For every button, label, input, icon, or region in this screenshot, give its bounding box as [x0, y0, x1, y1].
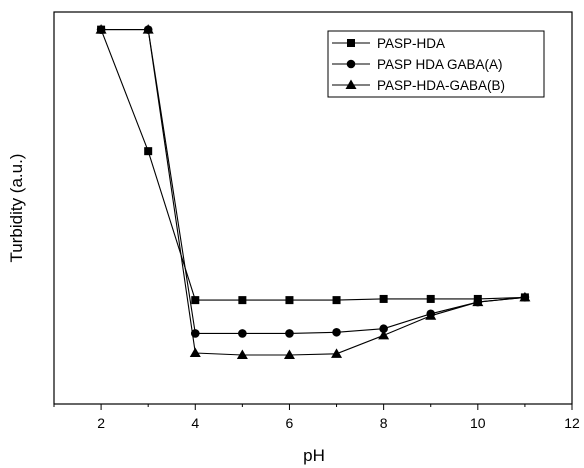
data-point: [332, 327, 341, 337]
data-point: [378, 329, 390, 340]
x-tick-label: 10: [470, 415, 486, 431]
legend-marker: [347, 39, 355, 47]
legend: PASP-HDA PASP HDA GABA(A) PASP-HDA-GABA(B): [327, 30, 545, 98]
legend-marker: [345, 79, 357, 89]
series-line: [101, 29, 525, 334]
x-tick-label: 2: [97, 415, 105, 431]
data-point: [95, 24, 107, 34]
data-point: [144, 147, 153, 156]
x-tick-label: 12: [564, 415, 580, 431]
legend-item: PASP-HDA-GABA(B): [332, 78, 505, 93]
x-tick-label: 6: [286, 415, 294, 431]
data-point: [238, 329, 247, 338]
series-layer: [95, 24, 531, 359]
data-point: [191, 296, 200, 305]
data-point: [472, 296, 484, 307]
plot-frame: [53, 11, 573, 405]
data-point: [285, 296, 294, 305]
data-point: [379, 324, 388, 334]
data-point: [426, 294, 435, 303]
x-tick-label: 8: [380, 415, 388, 431]
series-3: [95, 24, 531, 359]
legend-label: PASP-HDA-GABA(B): [377, 78, 505, 93]
legend-item: PASP HDA GABA(A): [332, 57, 503, 72]
data-point: [285, 329, 294, 338]
x-axis-label: pH: [303, 446, 325, 465]
series-line: [100, 29, 525, 301]
data-point: [425, 310, 437, 320]
legend-item: PASP-HDA: [332, 36, 445, 51]
data-point: [332, 296, 341, 305]
data-point: [189, 347, 201, 358]
y-axis-label: Turbidity (a.u.): [7, 154, 26, 263]
data-point: [379, 294, 388, 303]
data-point: [142, 24, 154, 34]
legend-marker: [346, 59, 356, 69]
data-point: [519, 291, 531, 302]
data-point: [236, 349, 248, 359]
data-point: [283, 349, 295, 359]
series-line: [101, 29, 525, 356]
data-point: [331, 348, 343, 358]
data-point: [238, 296, 247, 305]
legend-label: PASP-HDA: [377, 36, 445, 51]
x-axis: 2 4 6 8 10 12: [53, 404, 580, 431]
x-tick-label: 4: [191, 415, 199, 431]
legend-label: PASP HDA GABA(A): [377, 57, 503, 72]
